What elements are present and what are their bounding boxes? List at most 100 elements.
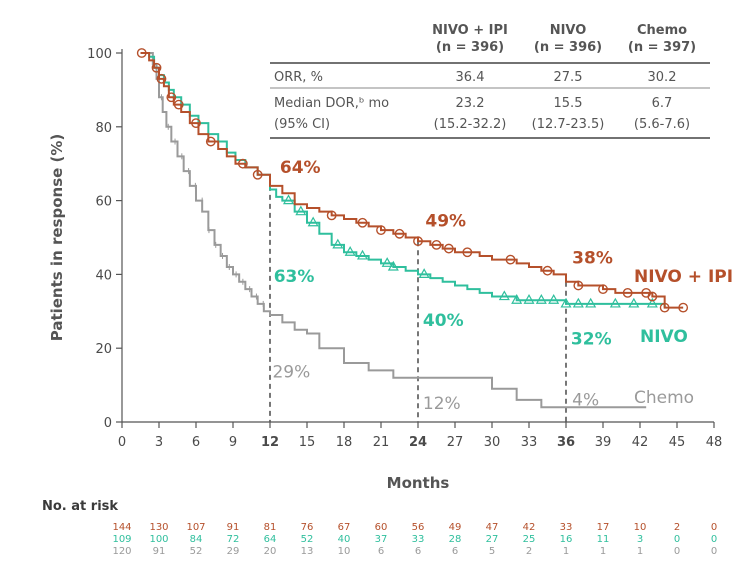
at-risk-value: 6	[415, 546, 421, 557]
x-tick-label: 12	[261, 435, 279, 450]
at-risk-value: 2	[674, 522, 680, 533]
x-tick-label: 15	[299, 435, 316, 450]
percent-annotation: 49%	[425, 211, 466, 231]
table-cell: (15.2-32.2)	[434, 117, 507, 132]
percent-annotation: 40%	[423, 311, 464, 331]
y-tick-label: 100	[87, 47, 112, 62]
at-risk-value: 0	[711, 534, 717, 545]
at-risk-value: 13	[301, 546, 314, 557]
at-risk-value: 2	[526, 546, 532, 557]
at-risk-value: 6	[378, 546, 384, 557]
table-cell: 6.7	[652, 96, 673, 111]
censor-marker	[344, 246, 356, 256]
censor-marker	[252, 169, 263, 180]
at-risk-value: 107	[186, 522, 205, 533]
series-end-label: NIVO + IPI	[634, 267, 733, 287]
table-header: Chemo	[637, 23, 687, 38]
censor-marker	[376, 225, 386, 236]
at-risk-title: No. at risk	[42, 499, 118, 514]
censor-marker	[136, 48, 147, 58]
censor-marker	[151, 62, 162, 73]
at-risk-value: 16	[560, 534, 573, 545]
x-tick-label: 27	[447, 435, 464, 450]
series-line-nivo	[140, 52, 666, 308]
percent-annotation: 64%	[280, 158, 321, 178]
percent-annotation: 32%	[571, 330, 612, 350]
at-risk-value: 1	[637, 546, 643, 557]
x-tick-label: 21	[373, 435, 390, 450]
at-risk-value: 10	[338, 546, 351, 557]
x-tick-label: 3	[155, 435, 163, 450]
at-risk-value: 27	[486, 534, 499, 545]
y-tick-label: 0	[104, 416, 112, 431]
censor-marker	[237, 158, 248, 169]
at-risk-value: 91	[153, 546, 166, 557]
censor-marker	[560, 297, 572, 308]
at-risk-value: 47	[486, 522, 499, 533]
at-risk-value: 144	[112, 522, 131, 533]
at-risk-value: 100	[149, 534, 168, 545]
censor-marker	[646, 297, 658, 308]
y-tick-label: 60	[95, 195, 112, 210]
at-risk-value: 1	[600, 546, 606, 557]
censor-marker	[609, 297, 621, 308]
y-tick-label: 80	[95, 121, 112, 136]
censor-marker	[659, 302, 670, 313]
censor-marker	[156, 73, 167, 84]
at-risk-value: 33	[412, 534, 425, 545]
at-risk-value: 11	[597, 534, 610, 545]
censor-marker	[191, 118, 201, 129]
table-row-label: ORR, %	[274, 70, 323, 85]
table-header: (n = 397)	[628, 40, 696, 55]
censor-marker	[205, 136, 216, 147]
censor-marker	[548, 294, 560, 304]
censor-marker	[585, 297, 597, 308]
x-tick-label: 33	[521, 435, 538, 450]
censor-marker	[332, 238, 344, 249]
series-end-label: NIVO	[640, 327, 688, 347]
at-risk-value: 52	[190, 546, 203, 557]
at-risk-value: 49	[449, 522, 462, 533]
censor-marker	[357, 217, 368, 228]
at-risk-value: 91	[227, 522, 240, 533]
table-header: (n = 396)	[534, 40, 602, 55]
table-cell: (12.7-23.5)	[532, 117, 605, 132]
y-axis-title: Patients in response (%)	[48, 134, 66, 342]
at-risk-value: 60	[375, 522, 388, 533]
at-risk-value: 40	[338, 534, 351, 545]
at-risk-value: 64	[264, 534, 277, 545]
censor-marker	[535, 294, 547, 304]
censor-marker	[356, 249, 369, 260]
at-risk-value: 17	[597, 522, 610, 533]
percent-annotation: 12%	[423, 394, 461, 414]
x-tick-label: 24	[409, 435, 427, 450]
at-risk-value: 0	[711, 522, 717, 533]
censor-marker	[173, 99, 184, 110]
censor-marker	[523, 294, 535, 304]
table-header: NIVO + IPI	[432, 23, 508, 38]
censor-marker	[443, 243, 454, 254]
censor-marker	[542, 265, 553, 276]
table-cell: 27.5	[554, 70, 583, 85]
x-tick-label: 42	[632, 435, 649, 450]
at-risk-value: 52	[301, 534, 314, 545]
at-risk-value: 37	[375, 534, 388, 545]
censor-marker	[505, 254, 516, 265]
at-risk-value: 120	[112, 546, 131, 557]
at-risk-value: 76	[301, 522, 314, 533]
table-cell: 23.2	[456, 96, 485, 111]
censor-marker	[307, 216, 319, 227]
x-tick-label: 36	[557, 435, 575, 450]
at-risk-value: 0	[674, 534, 680, 545]
x-tick-label: 45	[669, 435, 686, 450]
at-risk-value: 25	[523, 534, 536, 545]
table-header: NIVO	[550, 23, 587, 38]
percent-annotation: 38%	[572, 248, 613, 268]
censor-marker	[573, 280, 584, 291]
series-end-label: Chemo	[634, 388, 694, 408]
censor-marker	[326, 210, 337, 221]
censor-marker	[295, 205, 307, 216]
at-risk-value: 109	[112, 534, 131, 545]
at-risk-value: 72	[227, 534, 240, 545]
